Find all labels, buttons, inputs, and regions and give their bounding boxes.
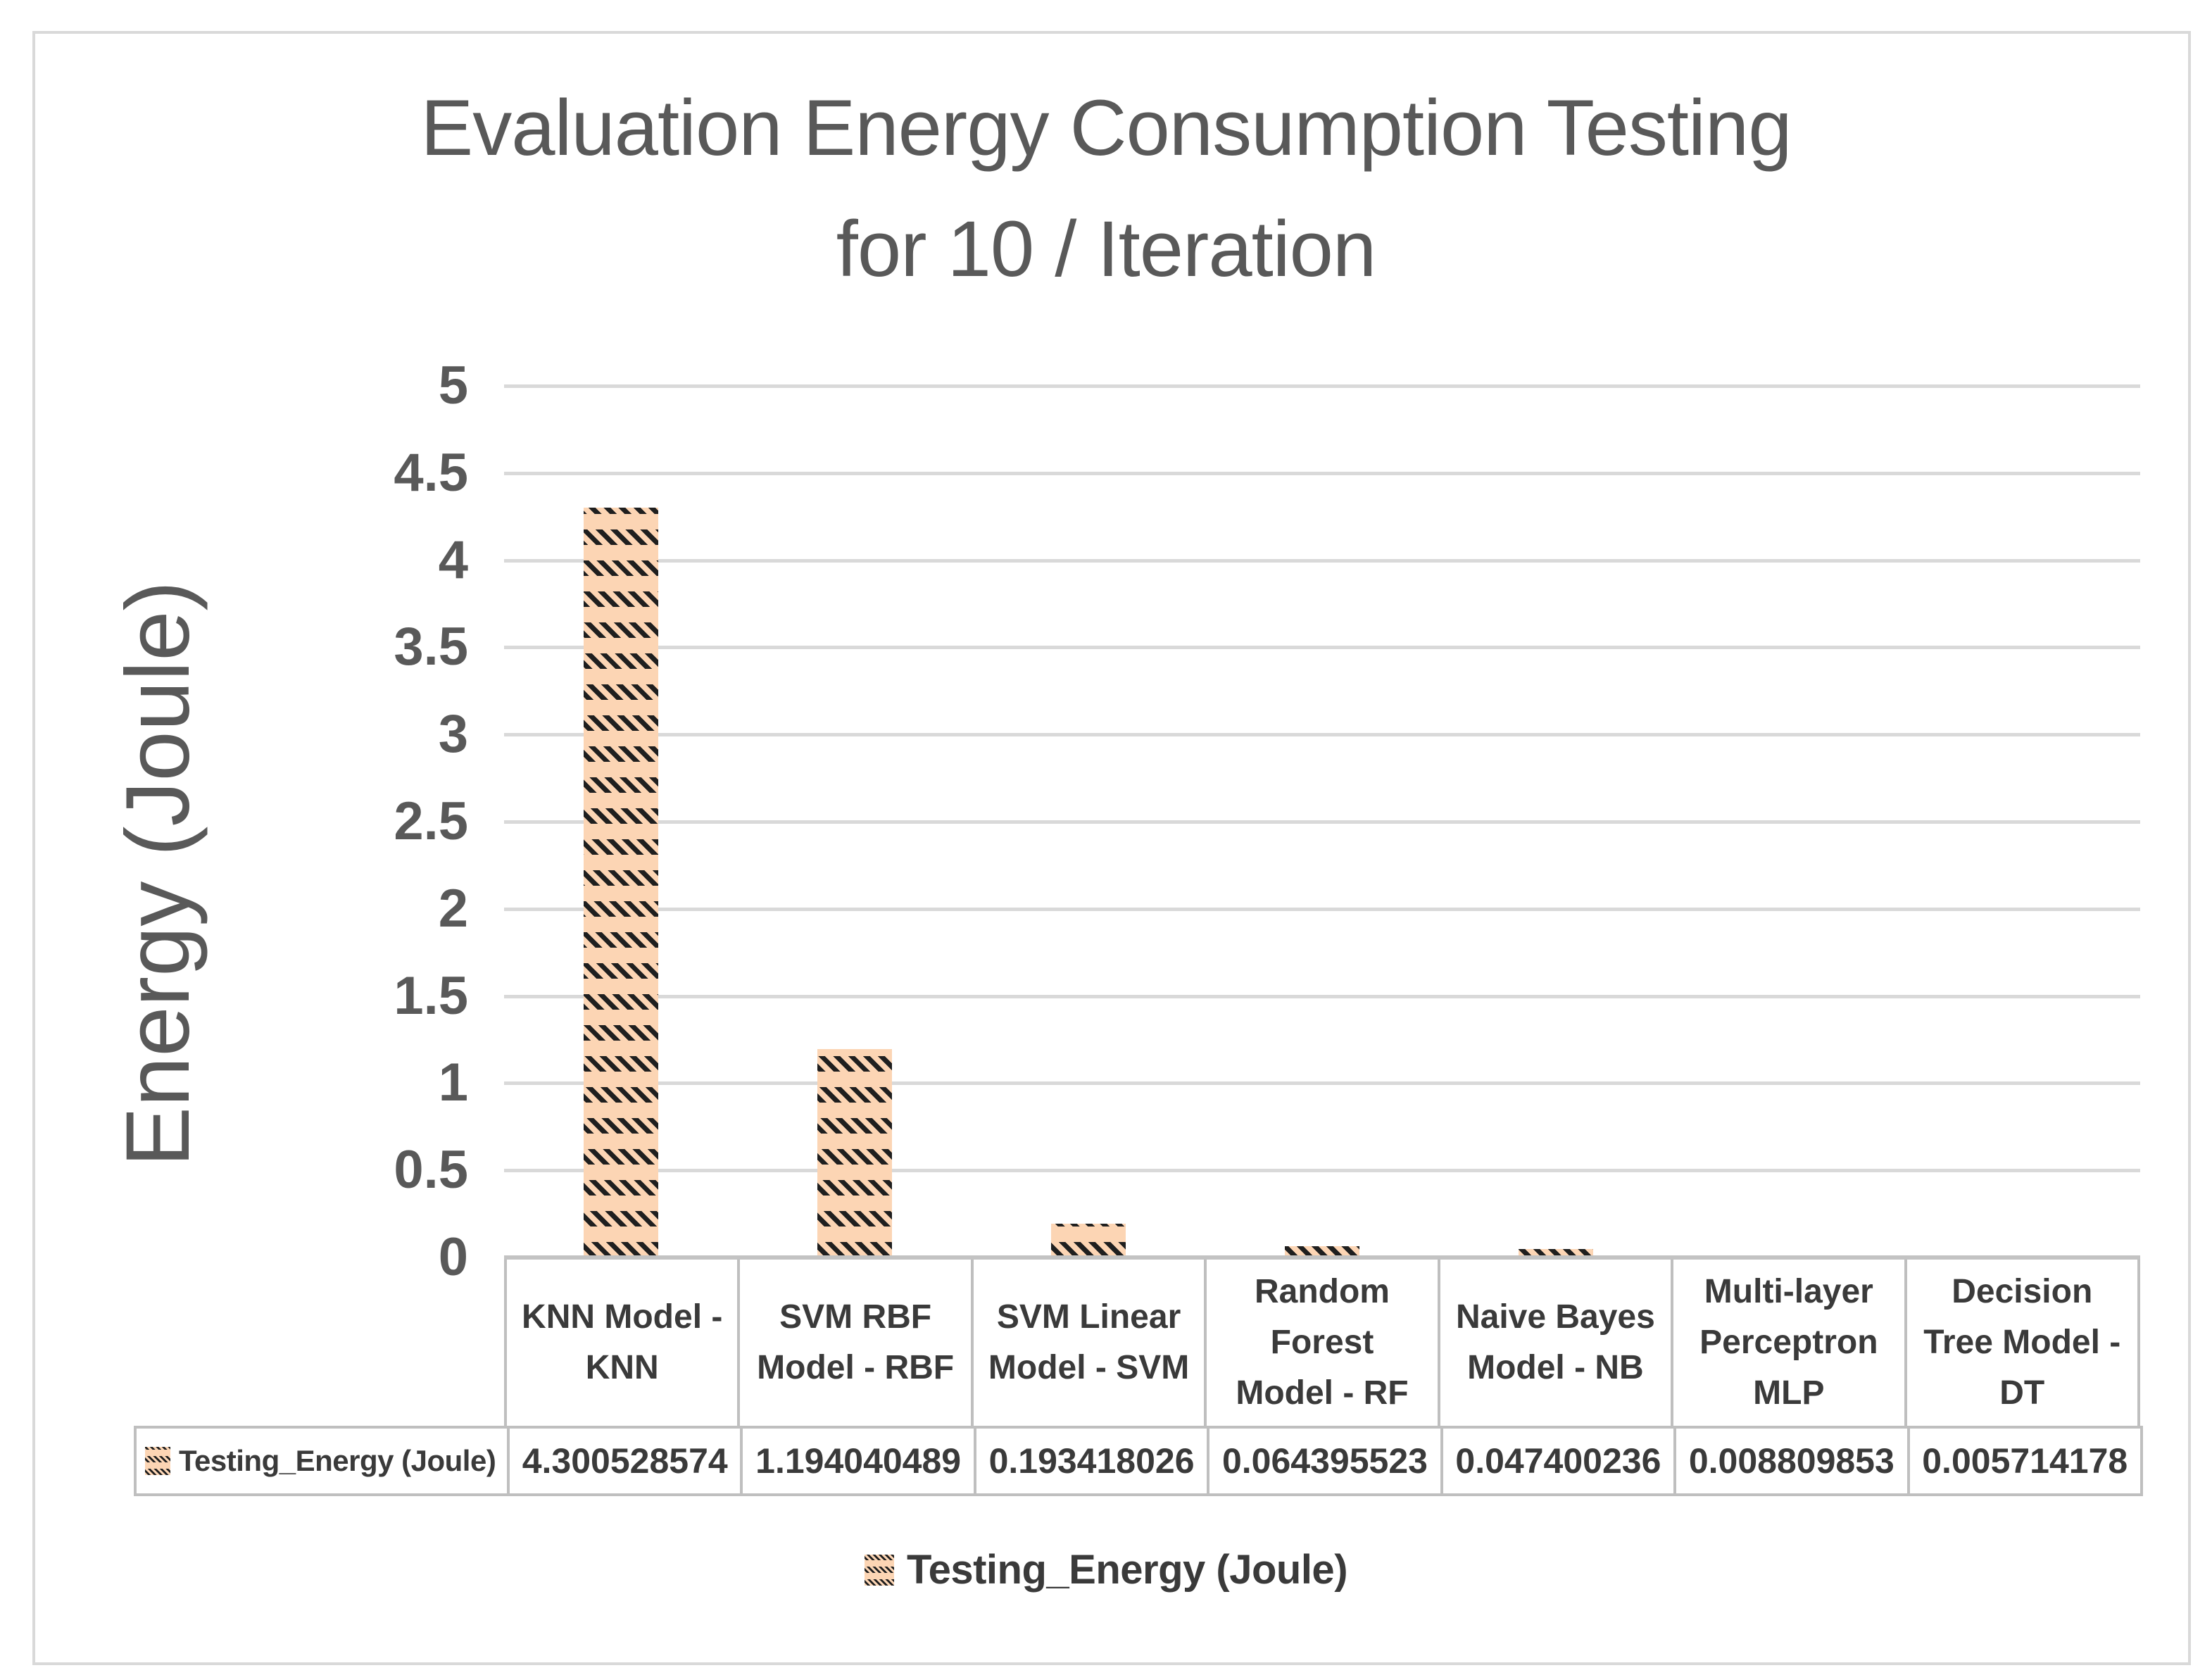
series-name-cell: Testing_Energy (Joule)	[137, 1429, 507, 1493]
chart-frame-border	[32, 31, 2191, 1665]
chart-title-line2: for 10 / Iteration	[836, 205, 1376, 293]
y-tick-label: 3.5	[394, 617, 468, 677]
table-value-cell: 1.194040489	[740, 1429, 973, 1493]
gridline-5	[504, 384, 2140, 388]
y-tick-label: 3	[438, 704, 468, 764]
gridline-2	[504, 908, 2140, 911]
gridline-4	[504, 559, 2140, 563]
y-tick-label: 1	[438, 1053, 468, 1112]
x-axis-line	[504, 1255, 2140, 1260]
y-tick-label: 2.5	[394, 791, 468, 851]
gridline-1.5	[504, 995, 2140, 998]
bar-5	[1519, 1249, 1593, 1257]
category-label: KNN Model - KNN	[504, 1260, 737, 1426]
bar-1	[584, 508, 658, 1257]
bar-4	[1285, 1246, 1359, 1257]
gridline-4.5	[504, 472, 2140, 475]
table-value-cell: 0.064395523	[1207, 1429, 1440, 1493]
bar-2	[817, 1049, 892, 1257]
table-value-cell: 0.005714178	[1906, 1429, 2140, 1493]
category-label: Decision Tree Model - DT	[1904, 1260, 2140, 1426]
y-tick-label: 4.5	[394, 443, 468, 503]
y-tick-label: 1.5	[394, 966, 468, 1026]
gridline-0.5	[504, 1169, 2140, 1172]
data-table-value-row: Testing_Energy (Joule) 4.300528574 1.1940…	[134, 1426, 2143, 1496]
y-tick-label: 0.5	[394, 1140, 468, 1200]
legend: Testing_Energy (Joule)	[0, 1546, 2212, 1593]
category-label: Random Forest Model - RF	[1204, 1260, 1437, 1426]
series-key-icon	[145, 1447, 170, 1475]
y-axis-title: Energy (Joule)	[108, 580, 208, 1167]
plot-area	[504, 384, 2140, 1260]
category-label: SVM RBF Model - RBF	[737, 1260, 970, 1426]
category-label: Multi-layer Perceptron MLP	[1671, 1260, 1904, 1426]
table-value-cell: 0.193418026	[973, 1429, 1207, 1493]
category-label: SVM Linear Model - SVM	[970, 1260, 1204, 1426]
series-name-label: Testing_Energy (Joule)	[179, 1444, 496, 1477]
gridline-3.5	[504, 646, 2140, 649]
gridline-2.5	[504, 820, 2140, 824]
legend-label: Testing_Energy (Joule)	[906, 1547, 1348, 1593]
table-value-cell: 0.008809853	[1673, 1429, 1906, 1493]
legend-key-icon	[864, 1554, 894, 1586]
table-value-cell: 0.047400236	[1440, 1429, 1673, 1493]
y-tick-label: 2	[438, 879, 468, 939]
chart-title: Evaluation Energy Consumption Testing fo…	[0, 68, 2212, 310]
y-tick-label: 5	[438, 356, 468, 415]
table-value-cell: 4.300528574	[507, 1429, 740, 1493]
gridline-3	[504, 733, 2140, 736]
bar-3	[1051, 1224, 1126, 1257]
y-tick-label: 4	[438, 530, 468, 590]
category-label: Naive Bayes Model - NB	[1437, 1260, 1671, 1426]
chart-title-line1: Evaluation Energy Consumption Testing	[420, 84, 1792, 172]
data-table-category-row: KNN Model - KNN SVM RBF Model - RBF SVM Li…	[504, 1260, 2140, 1426]
y-tick-label: 0	[438, 1227, 468, 1287]
gridline-1	[504, 1081, 2140, 1085]
